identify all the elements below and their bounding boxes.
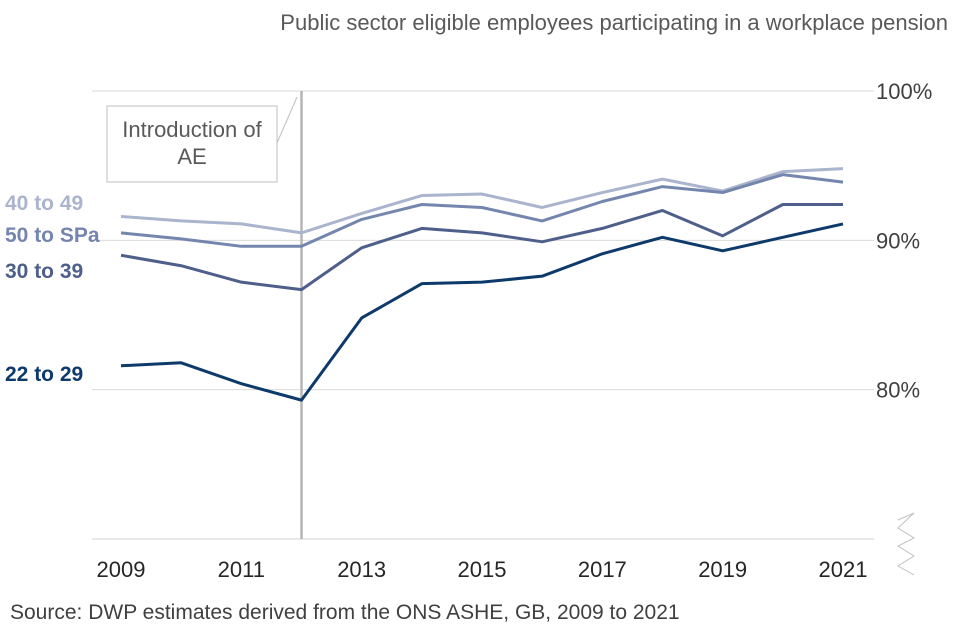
y-tick-label: 90% (876, 228, 920, 253)
series-line-30-to-39 (120, 202, 843, 292)
y-tick-label: 100% (876, 79, 932, 104)
x-axis-ticks: 2009 2011 2013 2015 2017 2019 2021 (97, 557, 868, 582)
y-axis-ticks: 100% 90% 80% (876, 79, 932, 403)
annotation-leader-line (276, 96, 298, 144)
axis-break-marker (896, 512, 916, 576)
x-tick-label: 2011 (218, 557, 265, 582)
annotation-text-line2: AE (177, 144, 206, 169)
x-tick-label: 2017 (578, 557, 627, 582)
x-tick-label: 2013 (337, 557, 386, 582)
x-tick-label: 2015 (458, 557, 507, 582)
gridlines (92, 90, 874, 391)
x-tick-label: 2021 (819, 557, 868, 582)
source-note: Source: DWP estimates derived from the O… (10, 601, 680, 624)
series-line-22-to-29 (120, 222, 844, 402)
annotation-box (106, 105, 278, 183)
chart-title: Public sector eligible employees partici… (280, 10, 948, 35)
series-line-50-to-spa (120, 173, 844, 248)
y-tick-label: 80% (876, 378, 920, 403)
annotation-text-line1: Introduction of (122, 117, 262, 142)
series-lines (120, 167, 844, 402)
x-tick-label: 2019 (698, 557, 747, 582)
label-22-to-29: 22 to 29 (5, 363, 83, 386)
label-40-to-49: 40 to 49 (5, 192, 83, 215)
x-tick-label: 2009 (97, 557, 146, 582)
label-50-to-spa: 50 to SPa (5, 224, 100, 247)
label-30-to-39: 30 to 39 (5, 260, 83, 283)
